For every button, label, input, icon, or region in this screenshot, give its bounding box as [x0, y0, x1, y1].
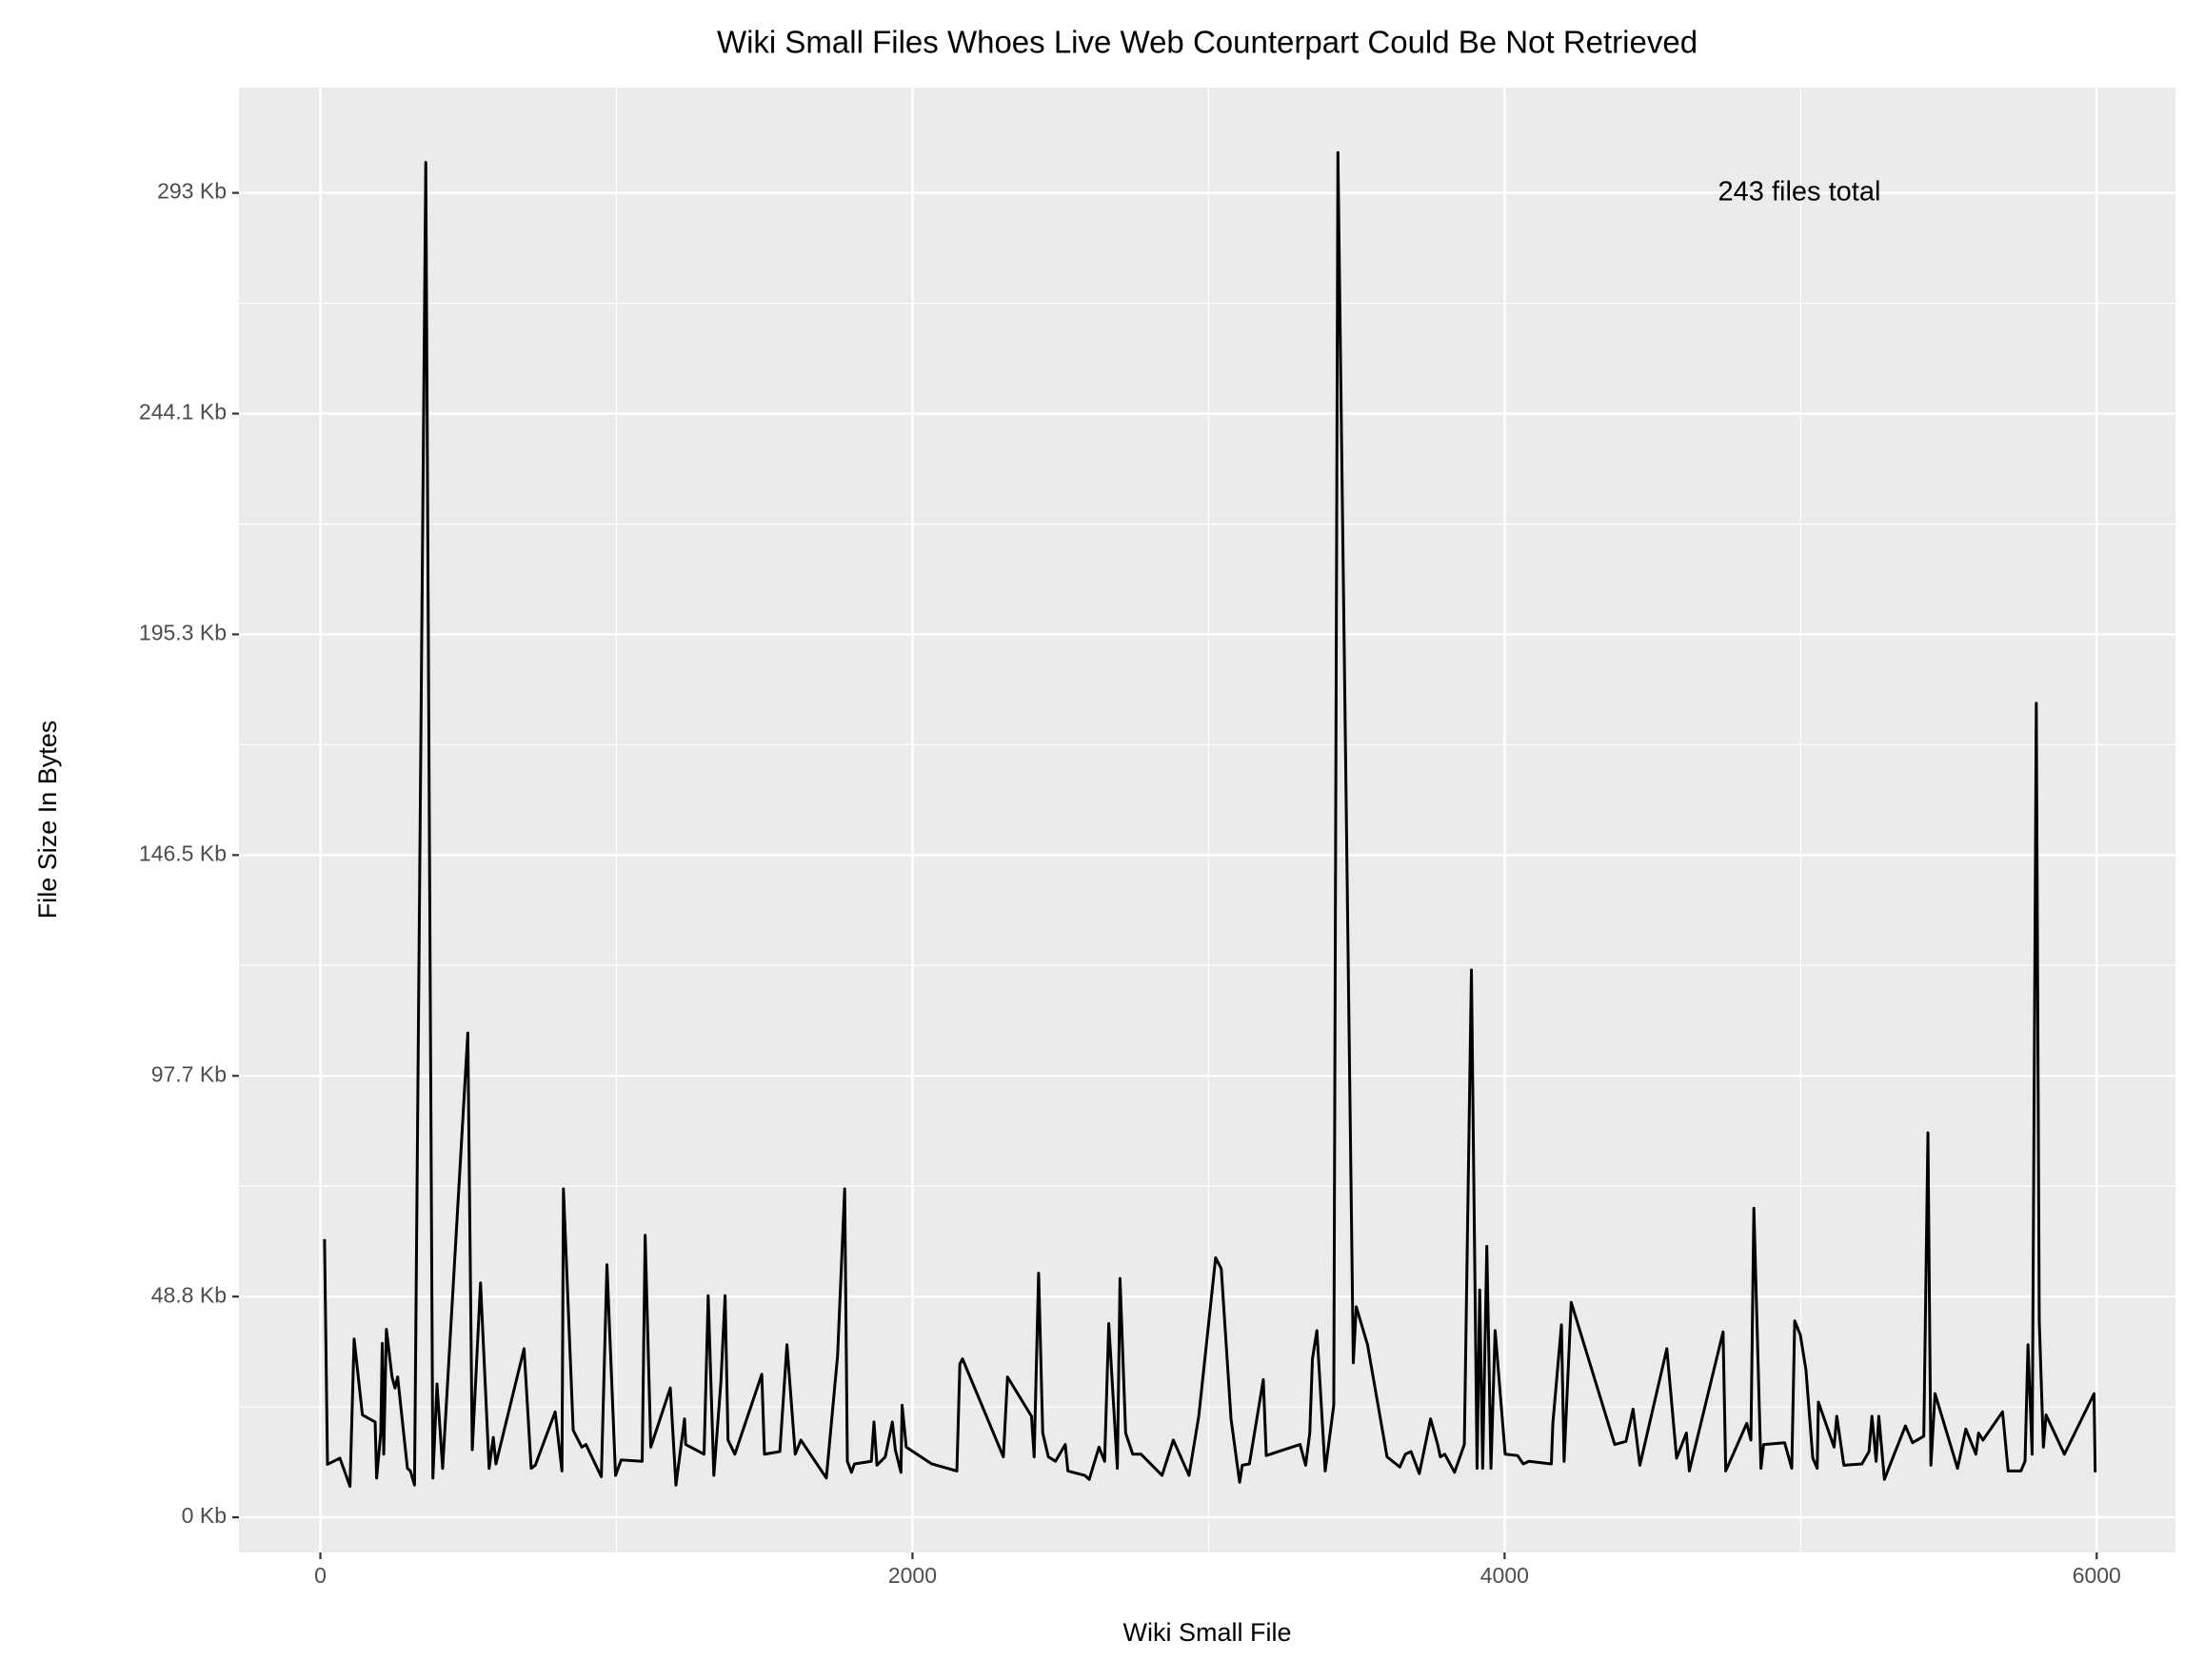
y-tick-label: 244.1 Kb	[139, 400, 227, 425]
y-tick-label: 195.3 Kb	[139, 621, 227, 645]
grid	[239, 88, 2175, 1552]
y-axis-title: File Size In Bytes	[33, 721, 62, 919]
annotation: 243 files total	[1718, 177, 1881, 208]
x-tick-label: 0	[314, 1563, 327, 1588]
x-tick-label: 2000	[888, 1563, 937, 1588]
y-tick-label: 146.5 Kb	[139, 840, 227, 865]
y-tick-label: 48.8 Kb	[151, 1282, 227, 1307]
y-tick-label: 0 Kb	[182, 1503, 227, 1528]
axes: 0 Kb 48.8 Kb 97.7 Kb 146.5 Kb 195.3 Kb 244.1 …	[139, 179, 2121, 1588]
y-tick-label: 97.7 Kb	[151, 1061, 227, 1086]
x-axis-title: Wiki Small File	[1122, 1618, 1291, 1647]
x-tick-label: 4000	[1480, 1563, 1529, 1588]
marks	[323, 150, 2097, 1489]
data-line	[323, 150, 2097, 1489]
x-tick-label: 6000	[2073, 1563, 2121, 1588]
y-tick-label: 293 Kb	[157, 179, 227, 204]
chart-title: Wiki Small Files Whoes Live Web Counterp…	[717, 25, 1698, 60]
